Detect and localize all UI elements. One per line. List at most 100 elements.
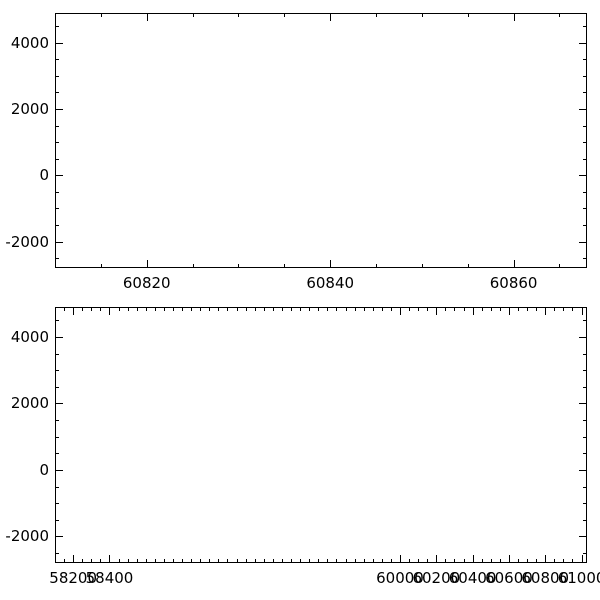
x-major-tick bbox=[109, 555, 111, 563]
x-minor-tick bbox=[281, 559, 283, 563]
x-minor-tick bbox=[418, 559, 420, 563]
x-minor-tick bbox=[327, 559, 329, 563]
y-minor-tick-right bbox=[583, 125, 587, 127]
x-major-tick bbox=[146, 260, 148, 268]
x-tick-label: 60000 bbox=[376, 569, 424, 587]
y-minor-tick bbox=[55, 370, 59, 372]
x-minor-tick-top bbox=[481, 307, 483, 311]
y-minor-tick-right bbox=[583, 92, 587, 94]
x-minor-tick bbox=[454, 559, 456, 563]
x-tick-label: 60800 bbox=[521, 569, 570, 587]
x-minor-tick bbox=[563, 559, 565, 563]
bottom-panel bbox=[55, 307, 587, 563]
x-minor-tick-top bbox=[418, 307, 420, 311]
y-minor-tick-right bbox=[583, 436, 587, 438]
y-major-tick bbox=[55, 109, 63, 111]
x-major-tick-top bbox=[508, 307, 510, 315]
x-tick-label: 61000 bbox=[557, 569, 600, 587]
x-minor-tick-top bbox=[554, 307, 556, 311]
x-minor-tick-top bbox=[518, 307, 519, 311]
x-minor-tick-top bbox=[218, 307, 220, 311]
x-minor-tick bbox=[127, 559, 129, 563]
x-minor-tick bbox=[318, 559, 320, 563]
x-minor-tick bbox=[64, 559, 66, 563]
y-minor-tick-right bbox=[583, 142, 587, 144]
x-major-tick-top bbox=[73, 307, 75, 315]
y-minor-tick bbox=[55, 92, 59, 94]
y-tick-label: 2000 bbox=[10, 100, 49, 119]
y-minor-tick bbox=[55, 158, 59, 160]
y-minor-tick-right bbox=[583, 59, 587, 61]
x-major-tick-top bbox=[399, 307, 401, 315]
x-minor-tick bbox=[100, 264, 102, 268]
x-minor-tick-top bbox=[245, 307, 247, 311]
x-minor-tick-top bbox=[363, 307, 365, 311]
x-major-tick bbox=[399, 555, 401, 563]
x-minor-tick-top bbox=[200, 307, 202, 311]
y-major-tick bbox=[55, 469, 63, 471]
x-minor-tick bbox=[263, 559, 265, 563]
x-minor-tick-top bbox=[236, 307, 238, 311]
x-minor-tick-top bbox=[238, 13, 240, 17]
y-minor-tick-right bbox=[583, 486, 587, 488]
x-minor-tick-top bbox=[572, 307, 574, 311]
x-major-tick-top bbox=[146, 13, 148, 21]
x-minor-tick bbox=[154, 559, 156, 563]
y-minor-tick bbox=[55, 26, 59, 28]
x-minor-tick bbox=[527, 559, 529, 563]
x-minor-tick bbox=[300, 559, 302, 563]
x-minor-tick bbox=[336, 559, 338, 563]
x-minor-tick-top bbox=[390, 307, 392, 311]
x-minor-tick bbox=[345, 559, 347, 563]
x-minor-tick-top bbox=[254, 307, 256, 311]
x-minor-tick bbox=[554, 559, 556, 563]
x-minor-tick bbox=[238, 264, 240, 268]
y-minor-tick bbox=[55, 503, 59, 505]
y-minor-tick-right bbox=[583, 224, 587, 226]
y-minor-tick bbox=[55, 486, 59, 488]
y-major-tick-right bbox=[579, 241, 587, 243]
y-minor-tick-right bbox=[583, 353, 587, 355]
x-major-tick bbox=[436, 555, 438, 563]
y-minor-tick-right bbox=[583, 158, 587, 160]
y-minor-tick bbox=[55, 436, 59, 438]
x-tick-label: 60820 bbox=[122, 274, 171, 292]
y-minor-tick bbox=[55, 208, 59, 210]
x-minor-tick-top bbox=[300, 307, 302, 311]
x-minor-tick-top bbox=[82, 307, 84, 311]
x-minor-tick-top bbox=[191, 307, 193, 311]
x-minor-tick bbox=[499, 559, 501, 563]
x-minor-tick-top bbox=[182, 307, 184, 311]
x-minor-tick bbox=[236, 559, 238, 563]
x-minor-tick bbox=[254, 559, 256, 563]
x-minor-tick bbox=[559, 264, 561, 268]
x-minor-tick-top bbox=[91, 307, 93, 311]
x-minor-tick bbox=[445, 559, 447, 563]
x-minor-tick bbox=[409, 559, 411, 563]
x-major-tick bbox=[73, 555, 75, 563]
y-major-tick bbox=[55, 403, 63, 405]
y-minor-tick bbox=[55, 191, 59, 193]
x-minor-tick-top bbox=[376, 13, 378, 17]
x-minor-tick-top bbox=[100, 307, 102, 311]
x-minor-tick bbox=[309, 559, 311, 563]
x-minor-tick bbox=[173, 559, 175, 563]
x-major-tick bbox=[545, 555, 547, 563]
x-minor-tick bbox=[354, 559, 356, 563]
x-major-tick-top bbox=[472, 307, 474, 315]
x-tick-label: 60860 bbox=[489, 274, 538, 292]
x-major-tick-top bbox=[436, 307, 438, 315]
y-minor-tick-right bbox=[583, 320, 587, 322]
y-minor-tick bbox=[55, 224, 59, 226]
y-minor-tick-right bbox=[583, 453, 587, 455]
x-minor-tick-top bbox=[563, 307, 565, 311]
x-major-tick-top bbox=[581, 307, 583, 315]
y-minor-tick-right bbox=[583, 386, 587, 388]
y-major-tick-right bbox=[579, 403, 587, 405]
x-minor-tick-top bbox=[467, 13, 469, 17]
y-tick-label: 0 bbox=[39, 166, 49, 185]
x-minor-tick-top bbox=[192, 13, 194, 17]
x-minor-tick bbox=[192, 264, 194, 268]
x-minor-tick-top bbox=[227, 307, 229, 311]
top-panel bbox=[55, 13, 587, 268]
